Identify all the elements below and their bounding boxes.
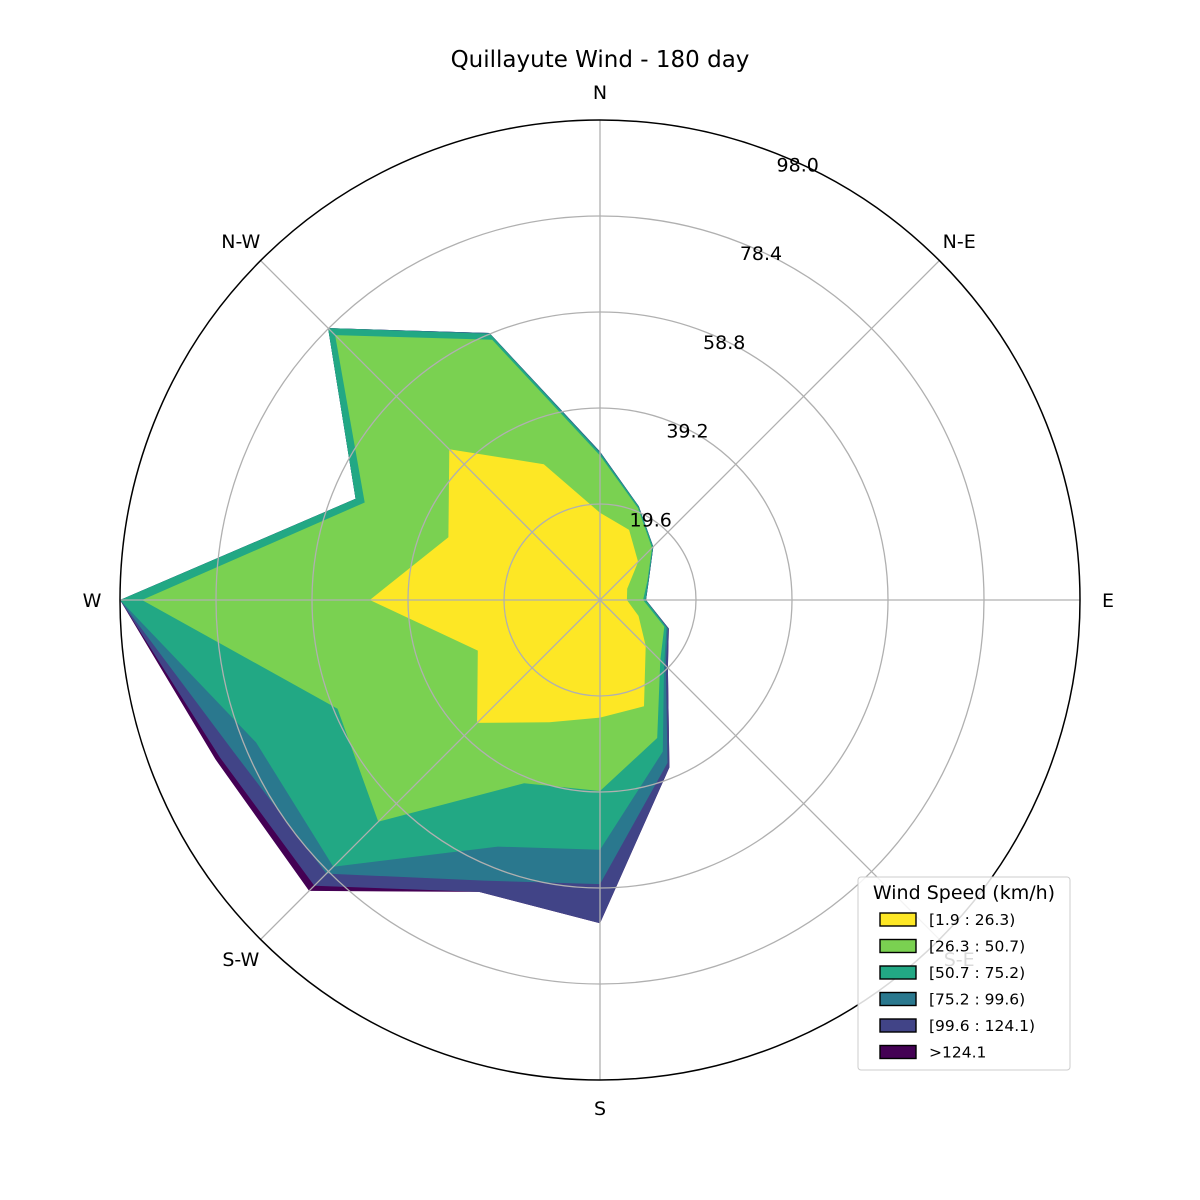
legend-entry: [99.6 : 124.1): [929, 1017, 1035, 1035]
legend-swatch: [879, 965, 917, 980]
legend-entry: [50.7 : 75.2): [929, 964, 1025, 982]
legend-swatch: [879, 1018, 917, 1033]
direction-label-n-e: N-E: [943, 231, 976, 253]
legend-swatch: [879, 1044, 917, 1060]
legend: Wind Speed (km/h) [1.9 : 26.3) [26.3 : 50.…: [857, 876, 1071, 1071]
direction-label-w: W: [83, 590, 102, 612]
legend-swatch: [879, 938, 917, 954]
legend-entry: [1.9 : 26.3): [929, 911, 1015, 929]
legend-title: Wind Speed (km/h): [873, 882, 1055, 904]
legend-entry: [75.2 : 99.6): [929, 991, 1025, 1009]
direction-label-n-w: N-W: [221, 231, 260, 253]
direction-label-e: E: [1102, 590, 1114, 612]
series-fills: [120, 328, 670, 924]
grid-spoke: [599, 260, 940, 601]
series-area-1: [369, 449, 646, 723]
grid-spoke: [260, 599, 601, 940]
direction-label-s-w: S-W: [222, 949, 259, 971]
chart-title: Quillayute Wind - 180 day: [451, 47, 750, 73]
legend-swatch: [879, 991, 917, 1007]
ring-label: 78.4: [740, 243, 782, 265]
axis-labels: NN-EES-ESS-WWN-W19.639.258.878.498.0: [83, 82, 1114, 1120]
ring-label: 39.2: [666, 421, 708, 443]
direction-label-s: S: [594, 1098, 606, 1120]
grid-spoke: [260, 260, 601, 601]
legend-entry: >124.1: [929, 1044, 986, 1062]
ring-label: 98.0: [777, 155, 819, 177]
legend-swatch: [879, 912, 917, 927]
ring-label: 58.8: [703, 332, 745, 354]
legend-entry: [26.3 : 50.7): [929, 938, 1025, 956]
outer-frame: [119, 119, 1081, 1081]
ring-label: 19.6: [630, 509, 672, 531]
direction-label-n: N: [593, 82, 607, 104]
